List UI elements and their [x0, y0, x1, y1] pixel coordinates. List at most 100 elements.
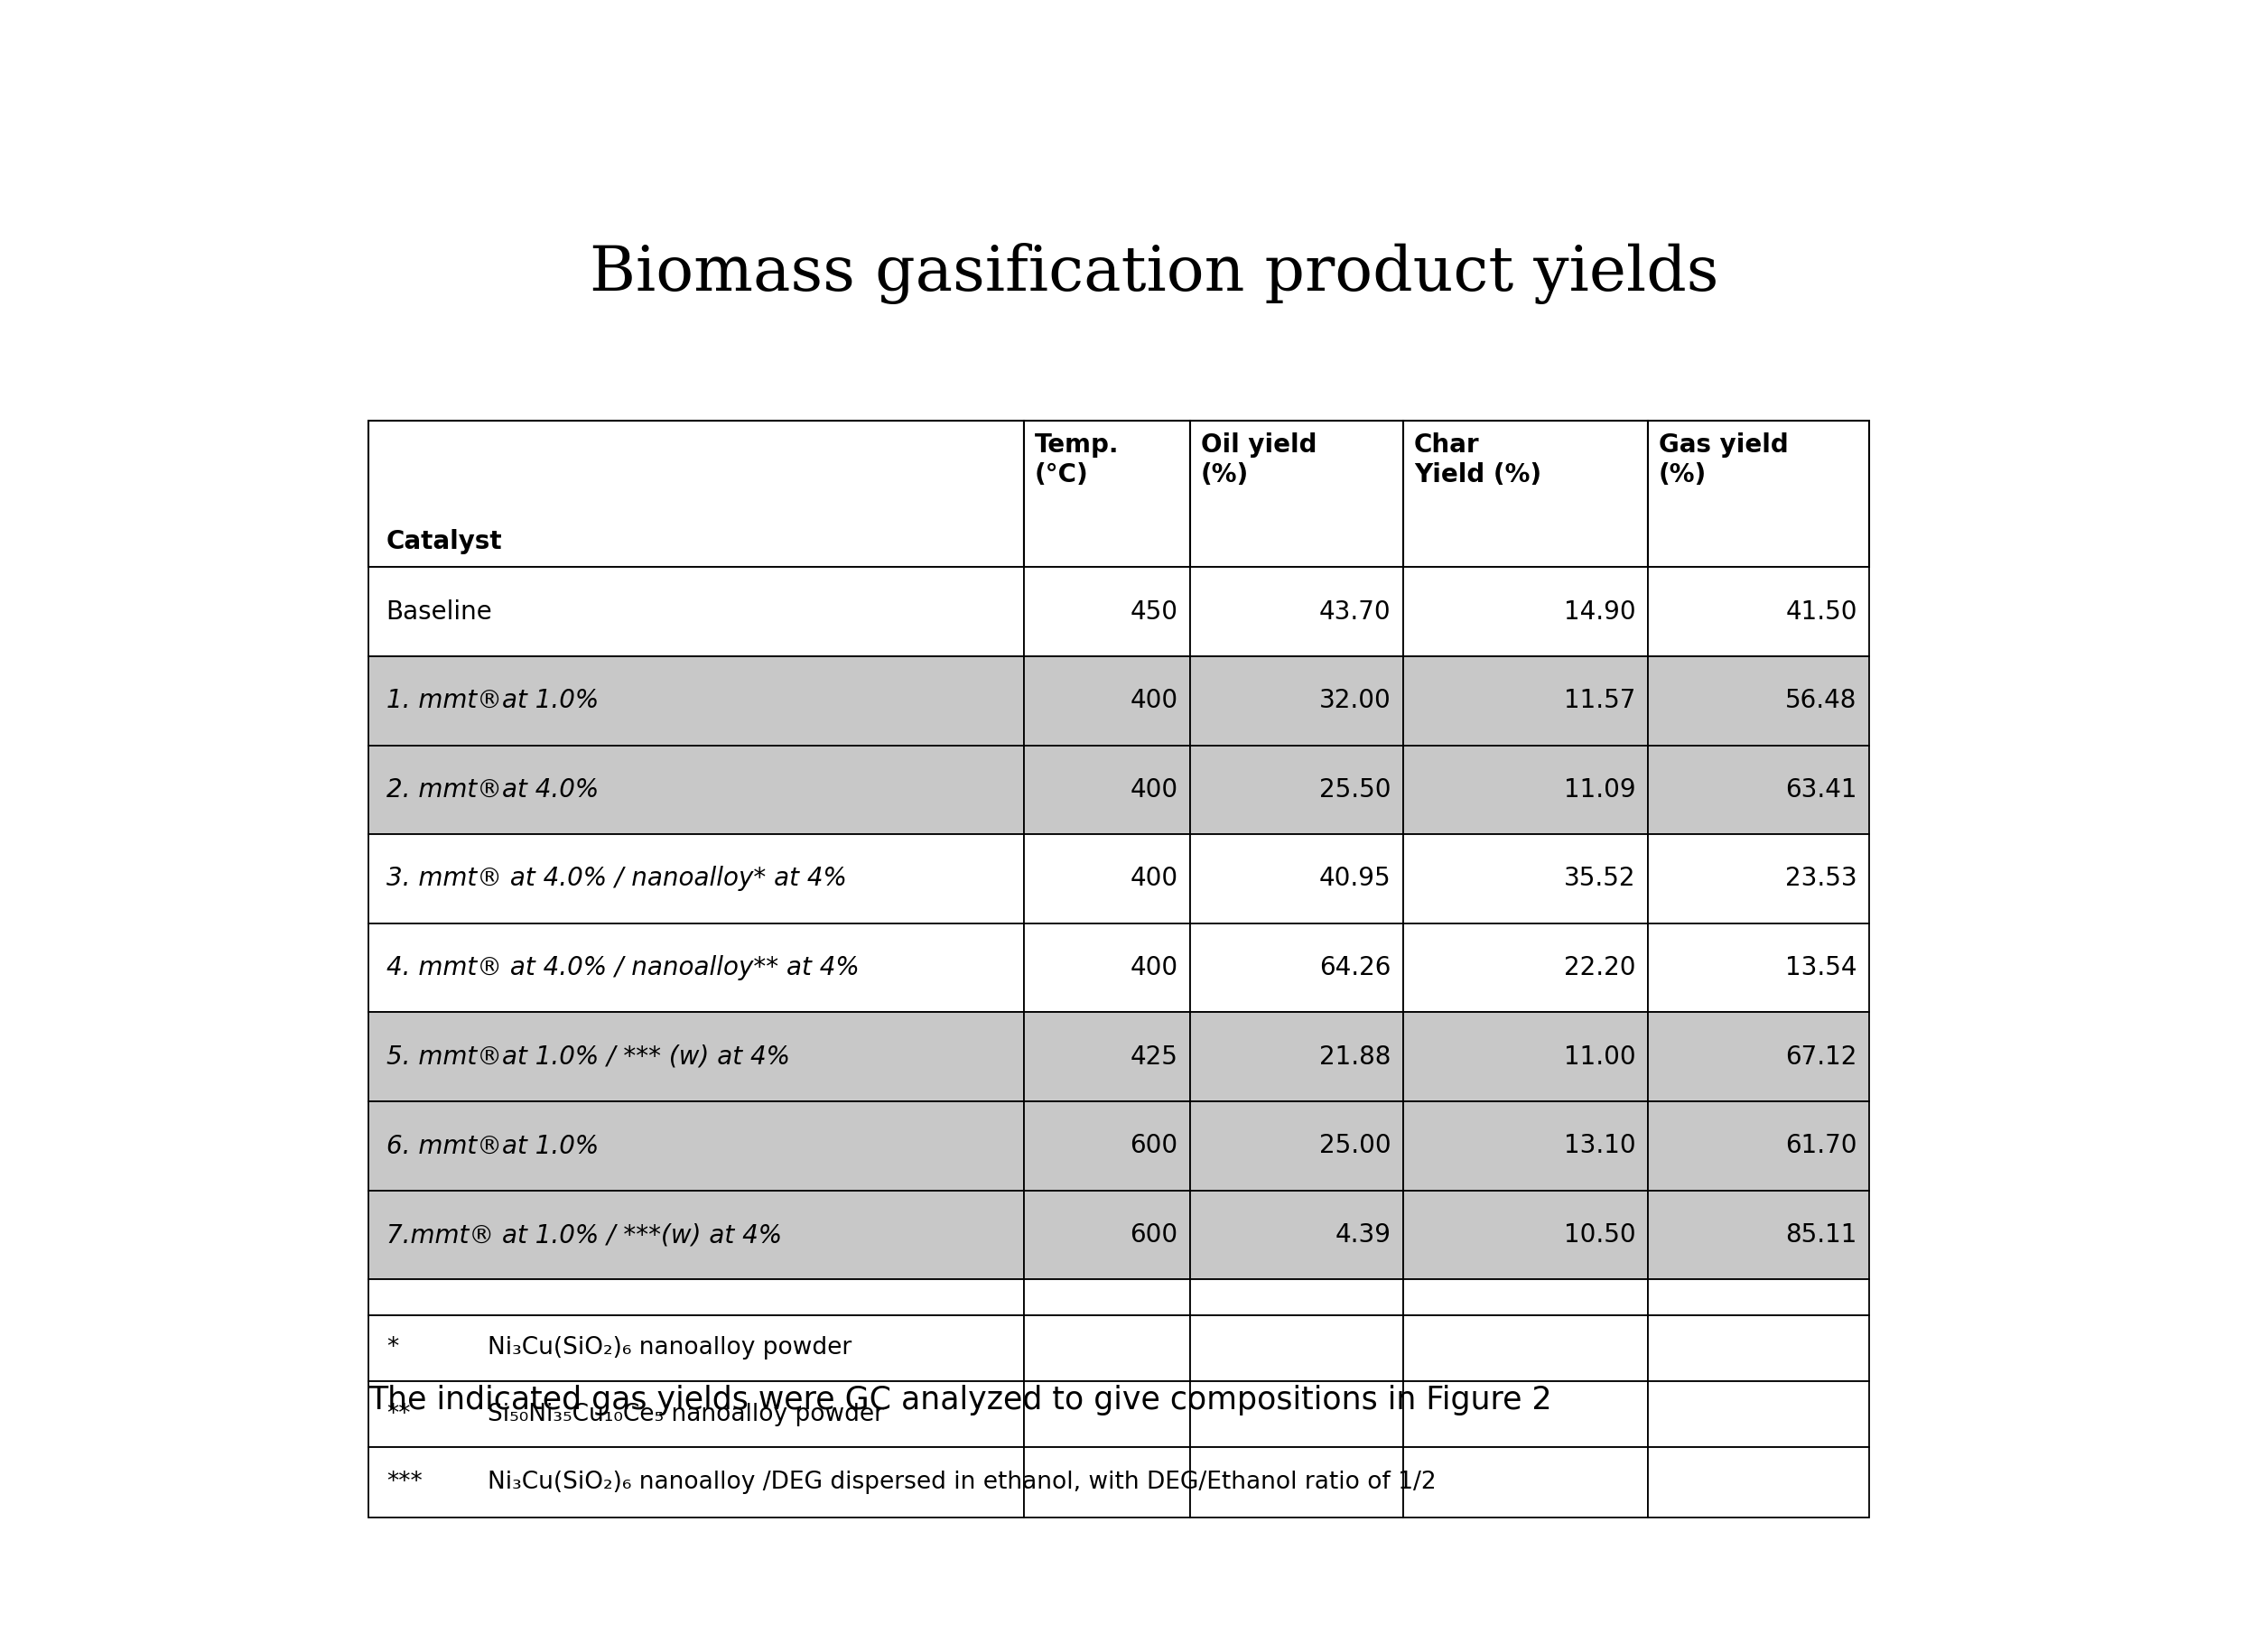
Bar [1025, 745, 1189, 834]
Bar [369, 1315, 1025, 1381]
Text: ***: *** [387, 1470, 421, 1493]
Bar [1648, 421, 1869, 567]
Bar [1189, 1280, 1403, 1315]
Bar [1648, 1102, 1869, 1191]
Text: Char
Yield (%): Char Yield (%) [1414, 433, 1540, 487]
Text: 11.57: 11.57 [1565, 687, 1635, 714]
Bar [1189, 834, 1403, 923]
Bar [369, 1191, 1025, 1280]
Text: 400: 400 [1131, 776, 1178, 803]
Bar [1189, 1013, 1403, 1102]
Bar [1403, 923, 1648, 1013]
Bar [1403, 1280, 1648, 1315]
Text: 22.20: 22.20 [1565, 955, 1635, 981]
Text: 43.70: 43.70 [1320, 600, 1392, 624]
Bar [1189, 567, 1403, 656]
Bar [1648, 567, 1869, 656]
Bar [1648, 1381, 1869, 1447]
Bar [1025, 421, 1189, 567]
Bar [369, 1280, 1025, 1315]
Text: 67.12: 67.12 [1786, 1044, 1858, 1069]
Text: 2. mmt®at 4.0%: 2. mmt®at 4.0% [387, 776, 599, 803]
Text: 63.41: 63.41 [1786, 776, 1858, 803]
Bar [369, 567, 1025, 656]
Bar [1025, 656, 1189, 745]
Bar [1648, 1191, 1869, 1280]
Text: 32.00: 32.00 [1320, 687, 1392, 714]
Text: 4. mmt® at 4.0% / nanoalloy** at 4%: 4. mmt® at 4.0% / nanoalloy** at 4% [387, 955, 860, 981]
Text: Baseline: Baseline [387, 600, 493, 624]
Bar [1189, 1102, 1403, 1191]
Bar [1403, 1447, 1648, 1517]
Bar [1025, 1315, 1189, 1381]
Bar [369, 1102, 1025, 1191]
Bar [1403, 421, 1648, 567]
Text: Catalyst: Catalyst [387, 529, 502, 555]
Text: 10.50: 10.50 [1565, 1222, 1635, 1247]
Text: 425: 425 [1131, 1044, 1178, 1069]
Text: 600: 600 [1131, 1133, 1178, 1158]
Text: The indicated gas yields were GC analyzed to give compositions in Figure 2: The indicated gas yields were GC analyze… [369, 1384, 1552, 1416]
Text: 25.50: 25.50 [1320, 776, 1392, 803]
Text: 7.mmt® at 1.0% / ***(w) at 4%: 7.mmt® at 1.0% / ***(w) at 4% [387, 1222, 781, 1247]
Text: 56.48: 56.48 [1786, 687, 1858, 714]
Text: 13.54: 13.54 [1786, 955, 1858, 981]
Text: 40.95: 40.95 [1320, 866, 1392, 892]
Bar [1648, 1280, 1869, 1315]
Bar [1648, 1013, 1869, 1102]
Text: 3. mmt® at 4.0% / nanoalloy* at 4%: 3. mmt® at 4.0% / nanoalloy* at 4% [387, 866, 847, 892]
Text: Ni₃Cu(SiO₂)₆ nanoalloy /DEG dispersed in ethanol, with DEG/Ethanol ratio of 1/2: Ni₃Cu(SiO₂)₆ nanoalloy /DEG dispersed in… [486, 1470, 1437, 1493]
Bar [1648, 834, 1869, 923]
Bar [1189, 745, 1403, 834]
Bar [369, 421, 1025, 567]
Text: 14.90: 14.90 [1565, 600, 1635, 624]
Text: 25.00: 25.00 [1320, 1133, 1392, 1158]
Text: 600: 600 [1131, 1222, 1178, 1247]
Bar [1648, 656, 1869, 745]
Bar [1025, 1191, 1189, 1280]
Bar [1189, 421, 1403, 567]
Text: 41.50: 41.50 [1786, 600, 1858, 624]
Bar [1025, 1102, 1189, 1191]
Text: 21.88: 21.88 [1320, 1044, 1392, 1069]
Bar [1189, 1191, 1403, 1280]
Bar [1648, 745, 1869, 834]
Text: 400: 400 [1131, 866, 1178, 892]
Bar [1403, 656, 1648, 745]
Bar [1648, 923, 1869, 1013]
Text: 1. mmt®at 1.0%: 1. mmt®at 1.0% [387, 687, 599, 714]
Text: **: ** [387, 1403, 410, 1426]
Bar [1025, 1381, 1189, 1447]
Bar [1189, 923, 1403, 1013]
Text: 450: 450 [1131, 600, 1178, 624]
Bar [1648, 1447, 1869, 1517]
Text: 400: 400 [1131, 687, 1178, 714]
Bar [1403, 1013, 1648, 1102]
Text: 85.11: 85.11 [1786, 1222, 1858, 1247]
Text: 64.26: 64.26 [1320, 955, 1392, 981]
Text: 11.09: 11.09 [1565, 776, 1635, 803]
Text: *: * [387, 1336, 399, 1360]
Text: 35.52: 35.52 [1565, 866, 1635, 892]
Text: 5. mmt®at 1.0% / *** (w) at 4%: 5. mmt®at 1.0% / *** (w) at 4% [387, 1044, 790, 1069]
Bar [1189, 1381, 1403, 1447]
Bar [369, 1013, 1025, 1102]
Bar [1025, 1447, 1189, 1517]
Bar [369, 923, 1025, 1013]
Bar [369, 1381, 1025, 1447]
Bar [1403, 1102, 1648, 1191]
Text: 4.39: 4.39 [1335, 1222, 1392, 1247]
Text: 6. mmt®at 1.0%: 6. mmt®at 1.0% [387, 1133, 599, 1158]
Bar [1403, 745, 1648, 834]
Bar [1403, 1191, 1648, 1280]
Bar [1403, 567, 1648, 656]
Bar [369, 1447, 1025, 1517]
Text: 11.00: 11.00 [1565, 1044, 1635, 1069]
Bar [1025, 834, 1189, 923]
Text: Si₅₀Ni₃₅Cu₁₀Ce₅ nanoalloy powder: Si₅₀Ni₃₅Cu₁₀Ce₅ nanoalloy powder [486, 1403, 883, 1426]
Text: 400: 400 [1131, 955, 1178, 981]
Bar [1025, 567, 1189, 656]
Bar [1189, 656, 1403, 745]
Bar [1648, 1315, 1869, 1381]
Bar [1025, 1013, 1189, 1102]
